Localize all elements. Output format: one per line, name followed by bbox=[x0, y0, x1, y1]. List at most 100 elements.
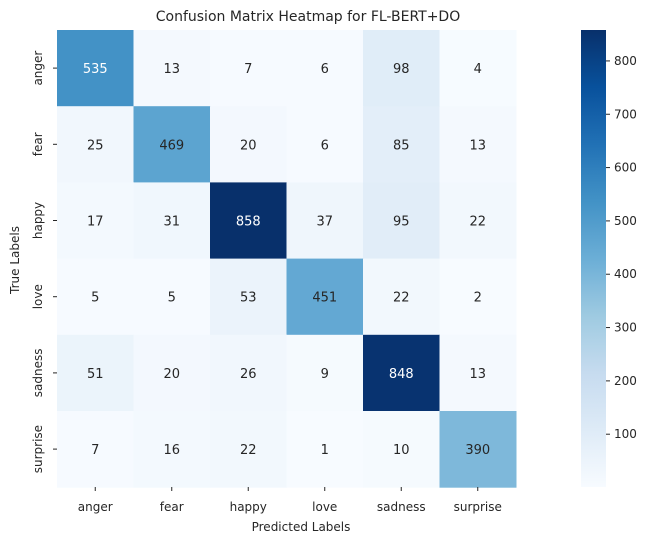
cell-value-label: 13 bbox=[163, 62, 180, 77]
heatmap-cell bbox=[210, 334, 287, 412]
heatmap-cell bbox=[57, 106, 134, 183]
heatmap-cell bbox=[57, 334, 134, 412]
x-tick-label: anger bbox=[78, 500, 113, 514]
heatmap-cell bbox=[363, 411, 440, 488]
colorbar bbox=[581, 30, 606, 487]
cell-value-label: 4 bbox=[474, 62, 482, 77]
cell-value-label: 9 bbox=[321, 367, 329, 382]
heatmap-cell bbox=[286, 411, 364, 488]
heatmap-cell bbox=[363, 258, 440, 336]
cell-value-label: 2 bbox=[474, 291, 482, 306]
colorbar-tick-label: 200 bbox=[614, 374, 637, 388]
heatmap-cell bbox=[133, 258, 211, 336]
cell-value-label: 5 bbox=[91, 291, 99, 306]
cell-value-label: 16 bbox=[163, 443, 180, 458]
cell-value-label: 535 bbox=[83, 62, 108, 77]
cell-value-label: 5 bbox=[168, 291, 176, 306]
colorbar-tick-label: 500 bbox=[614, 214, 637, 228]
cell-value-label: 20 bbox=[240, 138, 257, 153]
cell-value-label: 848 bbox=[389, 367, 414, 382]
cell-value-label: 22 bbox=[393, 291, 410, 306]
colorbar-ticks: 100 200 300 400 500 600 700 800 bbox=[606, 54, 637, 441]
cell-value-label: 98 bbox=[393, 62, 410, 77]
heatmap-cell bbox=[210, 411, 287, 488]
cell-value-label: 7 bbox=[244, 62, 252, 77]
chart-title: Confusion Matrix Heatmap for FL-BERT+DO bbox=[156, 9, 460, 25]
cell-value-label: 13 bbox=[469, 138, 486, 153]
heatmap-cell bbox=[133, 334, 211, 412]
y-tick-label: love bbox=[31, 284, 45, 309]
x-tick-label: sadness bbox=[377, 500, 426, 514]
cell-value-label: 26 bbox=[240, 367, 257, 382]
y-tick-label: surprise bbox=[31, 425, 45, 473]
x-tick-label: happy bbox=[230, 500, 267, 514]
heatmap-cell bbox=[133, 106, 211, 183]
cell-value-label: 390 bbox=[465, 443, 490, 458]
heatmap-cell bbox=[286, 106, 364, 183]
colorbar-tick-label: 700 bbox=[614, 107, 637, 121]
cell-value-label: 22 bbox=[469, 215, 486, 230]
cell-value-label: 85 bbox=[393, 138, 410, 153]
cell-value-label: 22 bbox=[240, 443, 257, 458]
cell-value-label: 51 bbox=[87, 367, 104, 382]
heatmap-cell bbox=[133, 411, 211, 488]
y-axis-ticks: anger fear happy love sadness surprise bbox=[31, 51, 57, 473]
heatmap-cell bbox=[210, 30, 287, 107]
cell-value-label: 469 bbox=[159, 138, 184, 153]
cell-value-label: 451 bbox=[312, 291, 337, 306]
y-tick-label: happy bbox=[31, 202, 45, 239]
cell-value-label: 17 bbox=[87, 215, 104, 230]
heatmap-cell bbox=[286, 334, 364, 412]
heatmap-cell bbox=[363, 182, 440, 260]
cell-value-label: 20 bbox=[163, 367, 180, 382]
cell-value-label: 13 bbox=[469, 367, 486, 382]
heatmap-cell bbox=[133, 30, 211, 107]
y-tick-label: fear bbox=[31, 132, 45, 156]
colorbar-tick-label: 300 bbox=[614, 321, 637, 335]
x-tick-label: love bbox=[312, 500, 337, 514]
colorbar-tick-label: 100 bbox=[614, 427, 637, 441]
y-axis-label: True Labels bbox=[8, 226, 22, 295]
heatmap-cell bbox=[210, 182, 287, 260]
heatmap-cell bbox=[286, 258, 364, 336]
heatmap-cell bbox=[439, 106, 517, 183]
cell-value-label: 1 bbox=[321, 443, 329, 458]
heatmap-cell bbox=[57, 182, 134, 260]
colorbar-tick-label: 600 bbox=[614, 161, 637, 175]
cell-value-label: 858 bbox=[236, 215, 261, 230]
heatmap-cell bbox=[57, 30, 134, 107]
y-tick-label: sadness bbox=[31, 349, 45, 398]
heatmap-cell bbox=[210, 106, 287, 183]
x-tick-label: fear bbox=[160, 500, 184, 514]
cell-value-label: 10 bbox=[393, 443, 410, 458]
heatmap-cell bbox=[286, 182, 364, 260]
heatmap-cell bbox=[57, 258, 134, 336]
heatmap-cell bbox=[439, 411, 517, 488]
heatmap-cell bbox=[363, 106, 440, 183]
heatmap-cell bbox=[439, 182, 517, 260]
heatmap-cell bbox=[439, 30, 517, 107]
colorbar-tick-label: 400 bbox=[614, 267, 637, 281]
cell-value-label: 6 bbox=[321, 138, 329, 153]
x-axis-ticks: anger fear happy love sadness surprise bbox=[78, 487, 502, 514]
heatmap-cell bbox=[439, 258, 517, 336]
cell-value-label: 25 bbox=[87, 138, 104, 153]
heatmap-cell bbox=[286, 30, 364, 107]
heatmap-cell bbox=[133, 182, 211, 260]
cell-value-label: 37 bbox=[316, 215, 333, 230]
colorbar-tick-label: 800 bbox=[614, 54, 637, 68]
heatmap-cell bbox=[210, 258, 287, 336]
cell-value-label: 53 bbox=[240, 291, 257, 306]
heatmap-cell bbox=[363, 334, 440, 412]
cell-value-label: 6 bbox=[321, 62, 329, 77]
cell-value-label: 7 bbox=[91, 443, 99, 458]
x-tick-label: surprise bbox=[454, 500, 502, 514]
cell-value-label: 31 bbox=[163, 215, 180, 230]
y-tick-label: anger bbox=[31, 51, 45, 86]
heatmap-cell bbox=[363, 30, 440, 107]
cell-value-label: 95 bbox=[393, 215, 410, 230]
heatmap-cell bbox=[57, 411, 134, 488]
heatmap-cell bbox=[439, 334, 517, 412]
